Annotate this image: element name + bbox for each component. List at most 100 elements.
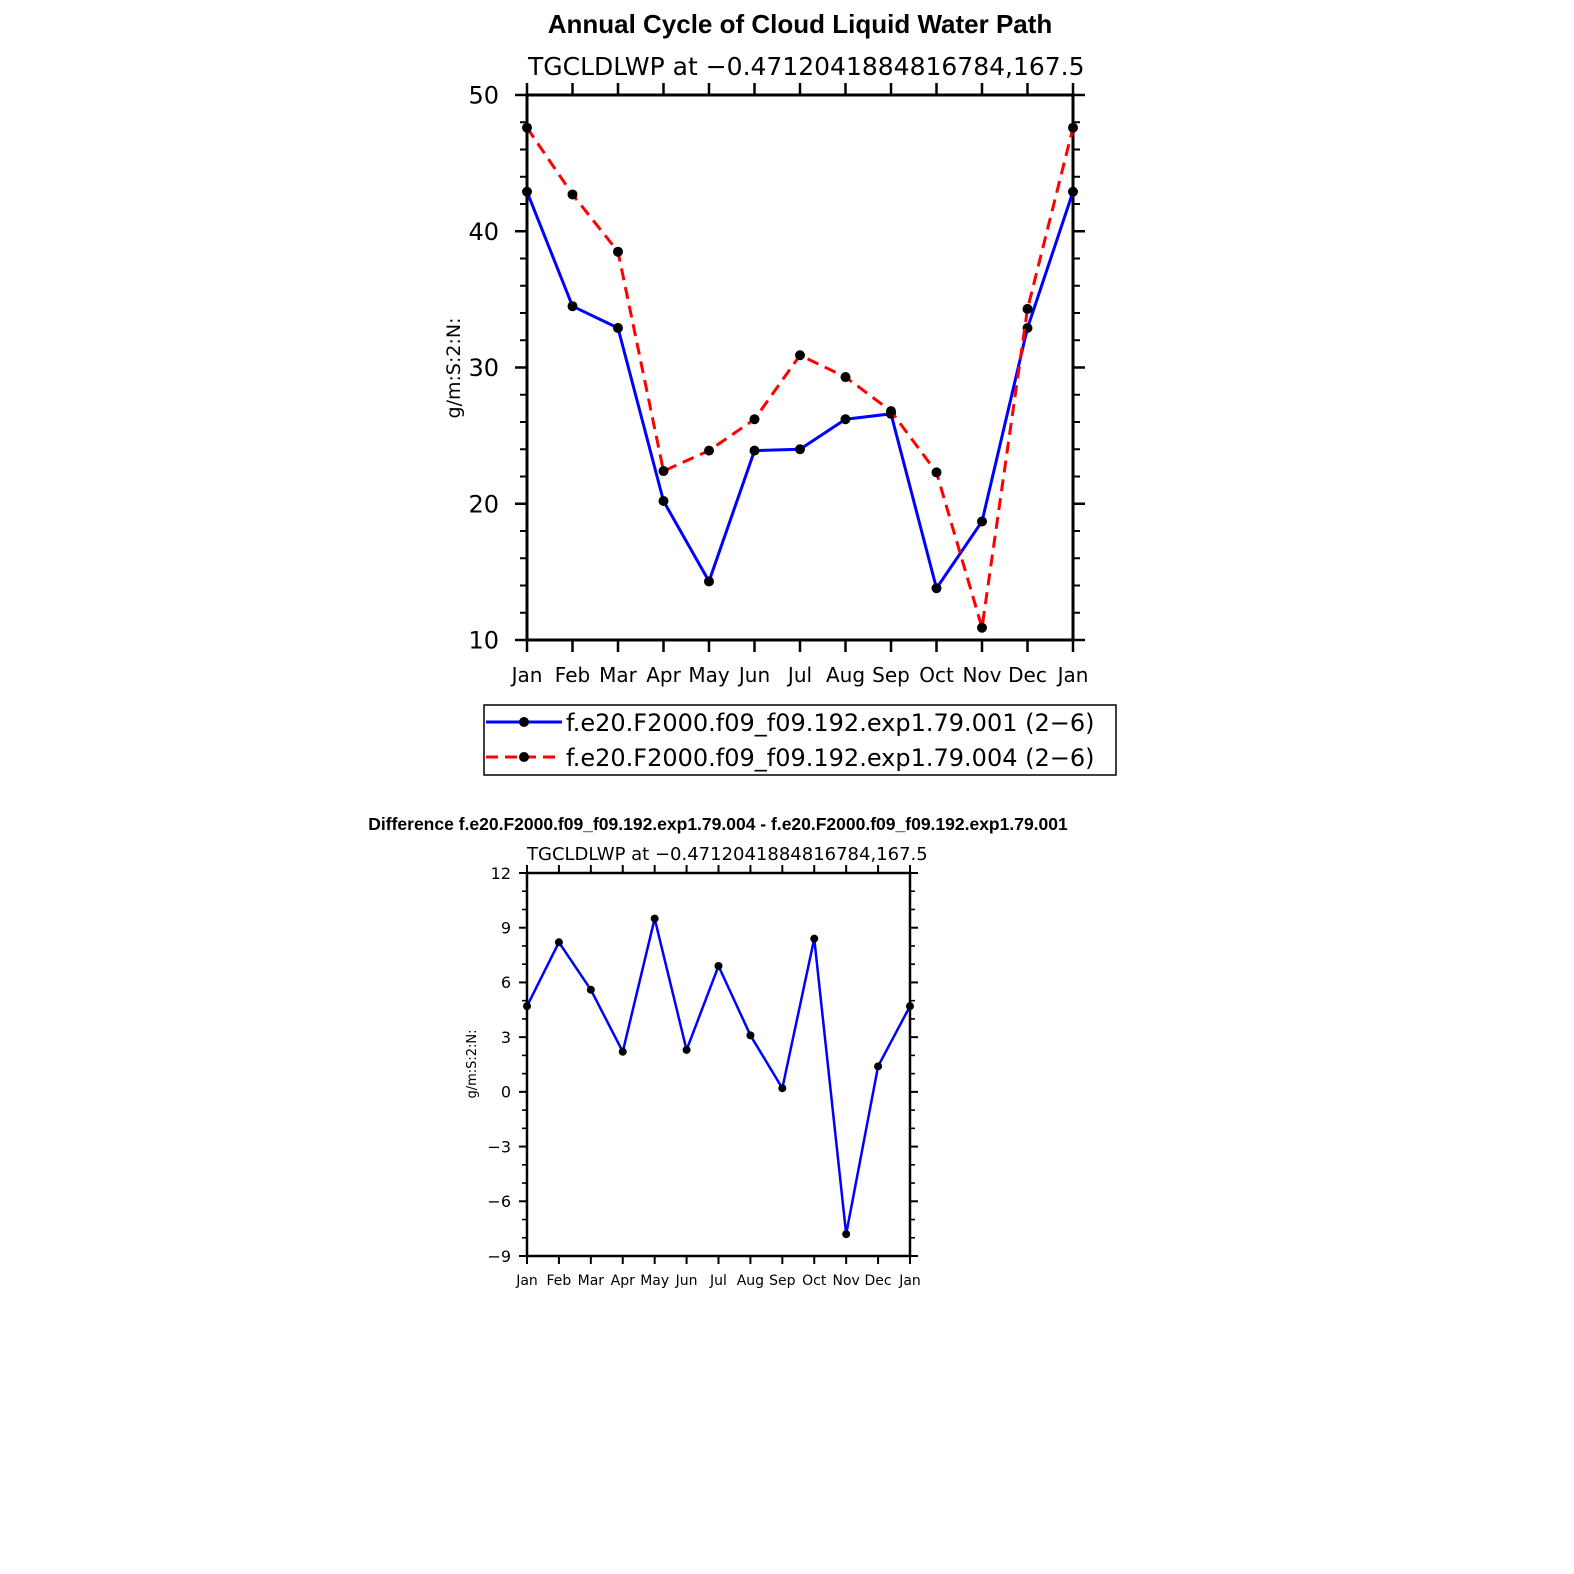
data-point [778,1084,787,1093]
legend-marker-series-1 [519,717,529,727]
data-point [650,914,659,923]
legend-box [483,704,1117,776]
data-point [554,938,563,947]
data-point [746,1031,755,1040]
x-tick-label: Dec [865,1273,892,1289]
y-tick-label: −3 [487,1137,511,1156]
data-point [658,496,669,507]
data-point [567,189,578,200]
y-tick-label: 6 [501,973,511,992]
chart1-ylabel: g/m:S:2:N: [443,318,465,419]
y-tick-label: 50 [468,82,499,110]
x-tick-label: Aug [737,1273,764,1289]
x-tick-label: Apr [646,663,681,687]
data-point [704,445,714,456]
x-tick-label: Feb [555,663,590,687]
y-tick-label: 10 [468,627,499,655]
data-point [1068,186,1078,197]
chart2-y-tick-labels: −9 −6 −3 0 3 6 9 12 [487,864,511,1266]
series-line-2 [525,126,1075,630]
chart1-series [522,122,1078,633]
data-point [931,467,942,478]
data-point [842,1230,851,1239]
difference-chart: Difference f.e20.F2000.f09_f09.192.exp1.… [368,814,1068,1289]
data-point [714,962,723,971]
x-tick-label: Nov [962,663,1001,687]
x-tick-label: Jan [510,663,543,687]
chart2-ylabel: g/m:S:2:N: [465,1029,480,1098]
x-tick-label: Mar [578,1273,605,1289]
data-point [795,350,805,361]
y-tick-label: 3 [501,1028,511,1047]
x-tick-label: Feb [547,1273,572,1289]
data-point [795,444,805,455]
x-tick-label: Sep [872,663,910,687]
data-point [840,414,851,425]
data-point [704,576,714,587]
x-tick-label: Oct [802,1273,827,1289]
x-tick-label: Mar [599,663,638,687]
data-point [840,372,851,383]
data-point [658,466,669,477]
chart1-x-tick-labels: Jan Feb Mar Apr May Jun Jul Aug Sep Oct Nov Dec Jan [510,663,1089,687]
x-tick-label: Jan [898,1273,921,1289]
y-tick-label: 40 [468,218,499,246]
x-tick-label: Jan [515,1273,538,1289]
chart2-series [523,914,914,1239]
x-tick-label: Jan [1056,663,1089,687]
data-point [613,246,623,257]
data-point [977,516,987,527]
chart1-title: Annual Cycle of Cloud Liquid Water Path [548,9,1053,39]
data-point [906,1002,914,1011]
annual-cycle-chart: Annual Cycle of Cloud Liquid Water Path … [443,9,1117,776]
x-tick-label: Aug [826,663,865,687]
y-tick-label: 30 [468,354,499,382]
y-tick-label: −9 [487,1247,511,1266]
chart2-title: Difference f.e20.F2000.f09_f09.192.exp1.… [368,814,1068,834]
data-point [522,122,532,133]
chart1-legend: f.e20.F2000.f09_f09.192.exp1.79.001 (2−6… [483,704,1117,776]
data-point [523,1002,531,1011]
x-tick-label: Jul [786,663,812,687]
data-point [1068,122,1078,133]
x-tick-label: Jun [737,663,770,687]
y-tick-label: 20 [468,490,499,518]
data-point [586,985,595,994]
legend-label-series-1: f.e20.F2000.f09_f09.192.exp1.79.001 (2−6… [566,709,1094,737]
data-point [618,1047,627,1056]
x-tick-label: May [640,1273,669,1289]
chart2-subtitle: TGCLDLWP at −0.4712041884816784,167.5 [526,844,928,865]
data-point [613,322,623,333]
chart1-axes [515,83,1085,652]
data-point [522,186,532,197]
legend-marker-series-2 [519,752,529,762]
data-point [931,583,942,594]
data-point [886,406,896,417]
x-tick-label: May [688,663,730,687]
y-tick-label: 12 [491,864,511,883]
chart1-y-tick-labels: 10 20 30 40 50 [468,82,499,655]
y-tick-label: 0 [501,1083,511,1102]
y-tick-label: −6 [487,1192,511,1211]
data-point [749,414,760,425]
series-line-1 [525,191,1075,590]
x-tick-label: Oct [919,663,954,687]
data-point [874,1062,883,1071]
chart2-x-tick-labels: Jan Feb Mar Apr May Jun Jul Aug Sep Oct Nov Dec Jan [515,1273,921,1289]
chart1-subtitle: TGCLDLWP at −0.4712041884816784,167.5 [527,52,1085,81]
data-point [749,445,760,456]
chart2-axes [519,865,918,1264]
data-point [1022,303,1033,314]
legend-label-series-2: f.e20.F2000.f09_f09.192.exp1.79.004 (2−6… [566,744,1094,772]
x-tick-label: Apr [611,1273,635,1289]
data-point [682,1045,691,1054]
x-tick-label: Jul [709,1273,727,1289]
x-tick-label: Jun [675,1273,698,1289]
data-point [810,934,819,943]
x-tick-label: Sep [769,1273,796,1289]
data-point [567,301,578,312]
data-point [977,622,987,633]
x-tick-label: Nov [833,1273,860,1289]
x-tick-label: Dec [1008,663,1047,687]
